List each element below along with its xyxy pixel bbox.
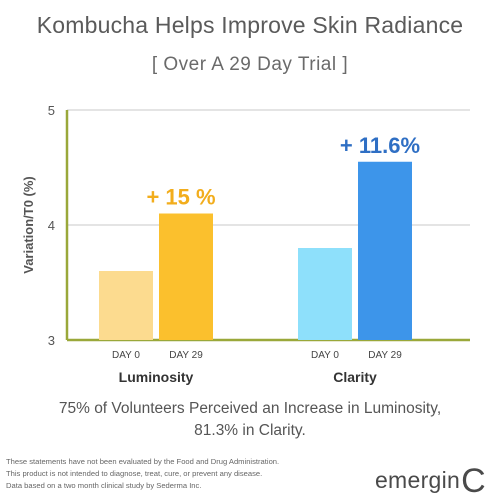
x-tick-label: DAY 0 xyxy=(112,350,140,361)
bar-luminosity-day-29 xyxy=(159,213,213,340)
x-tick-label: DAY 29 xyxy=(169,350,203,361)
increase-annotation: + 11.6% xyxy=(340,133,420,158)
fda-disclaimer: These statements have not been evaluated… xyxy=(6,456,386,492)
y-axis-label: Variation/T0 (%) xyxy=(21,176,36,274)
y-tick-label: 4 xyxy=(48,218,55,233)
chart-subtitle: [ Over A 29 Day Trial ] xyxy=(151,54,349,75)
bar-luminosity-day-0 xyxy=(99,271,153,340)
disclaimer-line-1: These statements have not been evaluated… xyxy=(6,457,280,466)
bar-clarity-day-0 xyxy=(298,248,352,340)
bar-clarity-day-29 xyxy=(358,161,412,340)
y-tick-label: 5 xyxy=(48,103,55,118)
x-tick-label: DAY 0 xyxy=(311,350,339,361)
disclaimer-line-2: This product is not intended to diagnose… xyxy=(6,469,263,478)
x-tick-label: DAY 29 xyxy=(368,350,402,361)
caption-line-2: 81.3% in Clarity. xyxy=(194,422,306,439)
chart-title: Kombucha Helps Improve Skin Radiance xyxy=(36,12,464,38)
logo-letter: C xyxy=(461,462,486,500)
y-tick-label: 3 xyxy=(48,333,55,348)
increase-annotation: + 15 % xyxy=(146,185,215,210)
group-label: Luminosity xyxy=(119,369,194,385)
group-label: Clarity xyxy=(333,369,377,385)
disclaimer-line-3: Data based on a two month clinical study… xyxy=(6,481,202,490)
caption-line-1: 75% of Volunteers Perceived an Increase … xyxy=(58,400,442,417)
brand-logo: emerginC xyxy=(374,458,486,500)
results-caption: 75% of Volunteers Perceived an Increase … xyxy=(0,398,500,442)
logo-text: emergin xyxy=(374,467,461,493)
